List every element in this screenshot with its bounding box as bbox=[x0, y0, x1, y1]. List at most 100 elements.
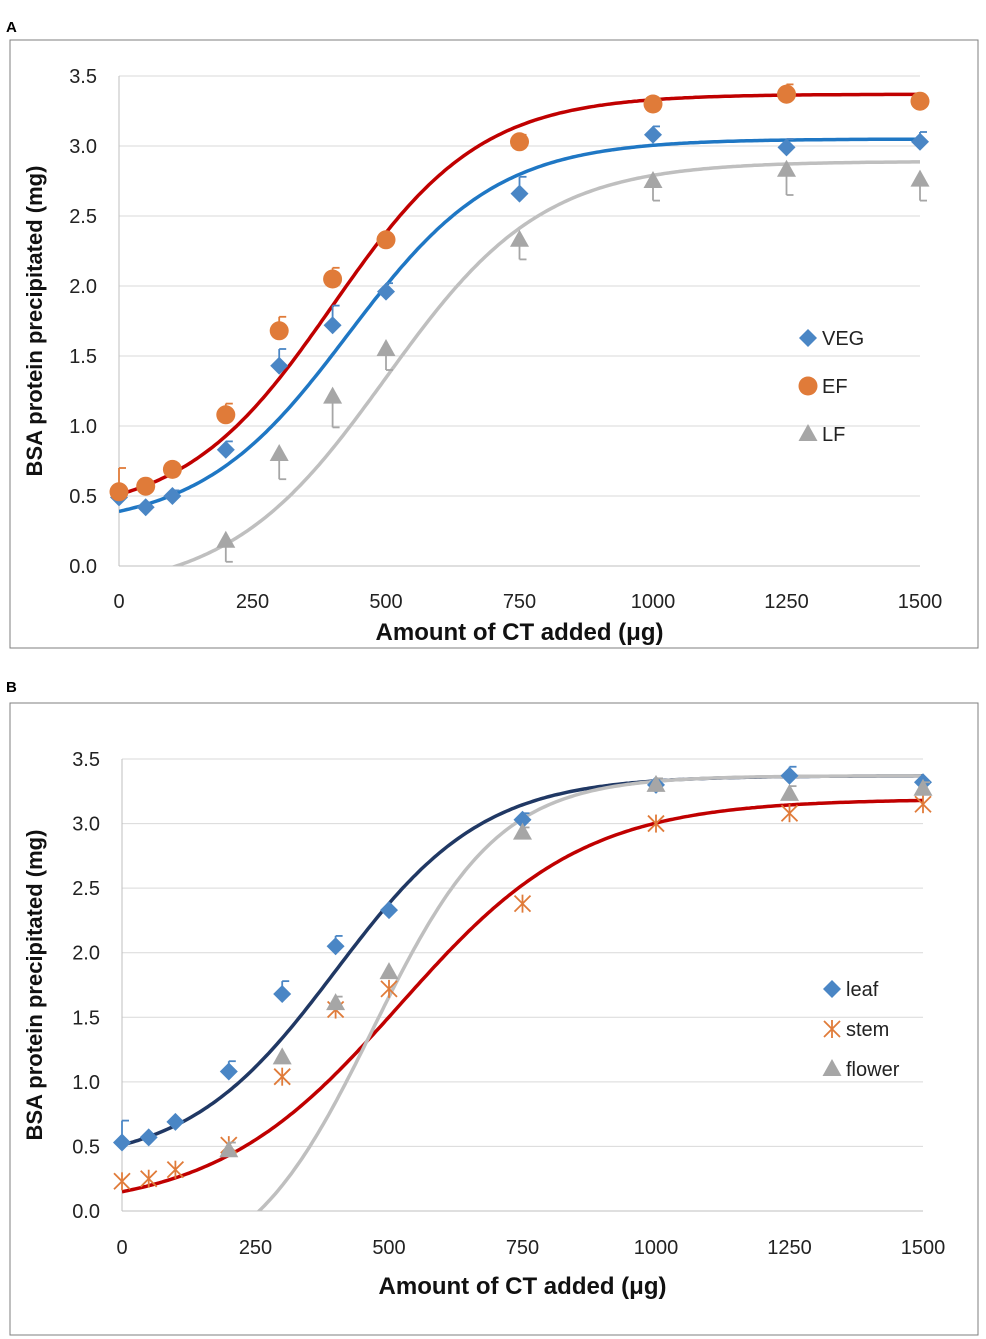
x-axis-title: Amount of CT added (μg) bbox=[379, 1273, 667, 1300]
y-tick-label: 2.0 bbox=[69, 276, 97, 298]
point-LF bbox=[323, 386, 343, 404]
x-axis-title: Amount of CT added (μg) bbox=[376, 619, 664, 646]
point-VEG bbox=[216, 440, 235, 459]
point-flower bbox=[379, 962, 399, 980]
legend-label-leaf: leaf bbox=[846, 979, 879, 1001]
chart-a: 0.0 0.5 1.0 1.5 2.0 2.5 3.0 3.5 0 250 500 750 1000 12… bbox=[22, 66, 942, 646]
panel-b-label: B bbox=[6, 679, 17, 696]
legend-marker-leaf bbox=[823, 980, 841, 998]
y-tick-label: 3.0 bbox=[72, 814, 100, 836]
point-leaf bbox=[326, 937, 345, 956]
x-tick-label: 1500 bbox=[901, 1237, 946, 1259]
legend-marker-flower bbox=[822, 1059, 842, 1076]
point-EF bbox=[777, 84, 796, 104]
point-EF bbox=[323, 269, 343, 289]
x-tick-label: 1250 bbox=[767, 1237, 812, 1259]
point-VEG bbox=[777, 138, 796, 157]
fit-curve-stem bbox=[122, 798, 923, 1194]
point-VEG bbox=[510, 184, 529, 203]
point-EF bbox=[269, 321, 289, 341]
y-tick-label: 2.0 bbox=[72, 943, 100, 965]
point-VEG bbox=[911, 132, 929, 151]
legend-label-LF: LF bbox=[822, 424, 845, 446]
point-flower bbox=[326, 993, 346, 1011]
point-flower bbox=[780, 783, 799, 801]
point-leaf bbox=[139, 1128, 158, 1147]
point-stem bbox=[380, 979, 398, 998]
y-tick-label: 2.5 bbox=[69, 206, 97, 228]
x-tick-label: 1000 bbox=[631, 591, 676, 613]
y-axis-title: BSA protein precipitated (mg) bbox=[22, 830, 47, 1141]
legend-marker-LF bbox=[798, 424, 818, 441]
point-stem bbox=[513, 894, 532, 913]
legend-marker-VEG bbox=[799, 329, 817, 347]
point-EF bbox=[510, 132, 529, 152]
point-flower bbox=[513, 822, 532, 840]
x-tick-label: 1500 bbox=[898, 591, 943, 613]
point-LF bbox=[216, 530, 236, 548]
chart-b: 0.0 0.5 1.0 1.5 2.0 2.5 3.0 3.5 0 250 500 750 1000 12… bbox=[22, 749, 945, 1300]
point-LF bbox=[777, 159, 796, 177]
point-stem bbox=[166, 1160, 185, 1179]
point-LF bbox=[269, 444, 289, 461]
panel-b-frame bbox=[9, 702, 979, 1336]
legend-label-EF: EF bbox=[822, 376, 848, 398]
point-VEG bbox=[377, 282, 395, 301]
point-stem bbox=[780, 804, 799, 823]
point-EF bbox=[136, 476, 156, 496]
point-EF bbox=[216, 405, 236, 425]
point-flower bbox=[913, 778, 933, 796]
y-tick-label: 0.5 bbox=[72, 1136, 100, 1158]
point-stem bbox=[140, 1169, 158, 1188]
point-LF bbox=[510, 229, 529, 247]
y-tick-label: 0.0 bbox=[72, 1201, 100, 1223]
x-tick-label: 750 bbox=[506, 1237, 539, 1259]
y-tick-label: 1.0 bbox=[72, 1072, 100, 1094]
x-tick-label: 0 bbox=[113, 591, 124, 613]
y-tick-label: 1.5 bbox=[69, 346, 97, 368]
point-EF bbox=[109, 482, 129, 502]
point-flower bbox=[219, 1140, 239, 1158]
point-leaf bbox=[113, 1133, 131, 1152]
legend-marker-stem bbox=[823, 1020, 841, 1038]
point-leaf bbox=[380, 901, 398, 920]
point-leaf bbox=[513, 810, 532, 829]
x-tick-label: 500 bbox=[372, 1237, 405, 1259]
point-leaf bbox=[273, 985, 292, 1004]
x-tick-label: 250 bbox=[239, 1237, 272, 1259]
point-VEG bbox=[136, 498, 155, 517]
y-tick-label: 0.5 bbox=[69, 486, 97, 508]
point-stem bbox=[647, 814, 665, 833]
y-axis-title: BSA protein precipitated (mg) bbox=[22, 166, 47, 477]
legend-marker-EF bbox=[798, 376, 818, 396]
point-flower bbox=[272, 1047, 292, 1065]
y-tick-label: 0.0 bbox=[69, 556, 97, 578]
x-tick-label: 500 bbox=[369, 591, 402, 613]
point-flower bbox=[646, 774, 666, 792]
y-tick-label: 2.5 bbox=[72, 878, 100, 900]
panel-a-frame bbox=[9, 39, 979, 649]
point-EF bbox=[910, 91, 930, 111]
x-tick-label: 1250 bbox=[764, 591, 809, 613]
fit-curve-LF bbox=[170, 160, 920, 566]
x-tick-label: 250 bbox=[236, 591, 269, 613]
point-leaf bbox=[780, 766, 799, 785]
point-LF bbox=[910, 169, 930, 187]
point-EF bbox=[643, 94, 663, 114]
point-stem bbox=[113, 1172, 131, 1191]
point-EF bbox=[376, 230, 396, 250]
point-stem bbox=[273, 1067, 291, 1086]
legend-label-VEG: VEG bbox=[822, 328, 864, 350]
point-VEG bbox=[323, 316, 342, 335]
point-VEG bbox=[163, 487, 182, 505]
point-LF bbox=[643, 171, 663, 188]
point-leaf bbox=[219, 1062, 238, 1081]
fit-curve-flower bbox=[256, 774, 922, 1211]
point-stem bbox=[914, 795, 932, 814]
y-tick-label: 3.5 bbox=[69, 66, 97, 88]
y-tick-label: 1.0 bbox=[69, 416, 97, 438]
panel-a-label: A bbox=[6, 19, 17, 36]
point-EF bbox=[162, 459, 182, 479]
x-tick-label: 750 bbox=[503, 591, 536, 613]
